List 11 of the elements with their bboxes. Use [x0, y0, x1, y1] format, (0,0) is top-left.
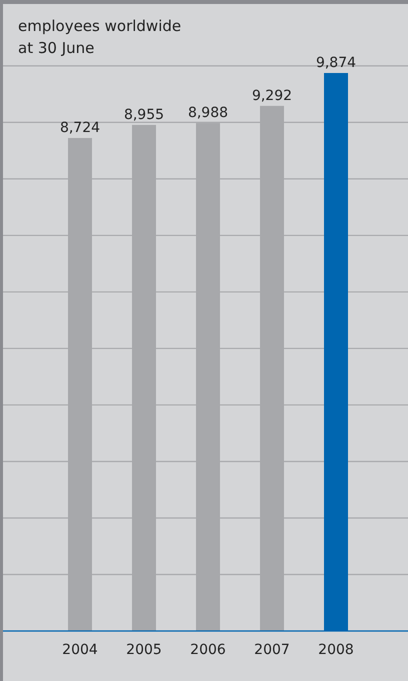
x-tick-label: 2004 [62, 642, 98, 658]
data-label: 8,988 [188, 105, 228, 122]
data-label: 8,955 [124, 106, 164, 123]
x-tick-label: 2008 [318, 642, 354, 658]
x-tick-label: 2005 [126, 642, 162, 658]
x-tick-label: 2007 [254, 642, 290, 658]
data-label: 9,292 [252, 88, 292, 104]
data-label: 9,874 [316, 55, 356, 71]
data-label: 8,724 [60, 120, 100, 136]
x-tick-label: 2006 [190, 642, 226, 658]
chart-title: employees worldwide at 30 June [18, 17, 182, 57]
